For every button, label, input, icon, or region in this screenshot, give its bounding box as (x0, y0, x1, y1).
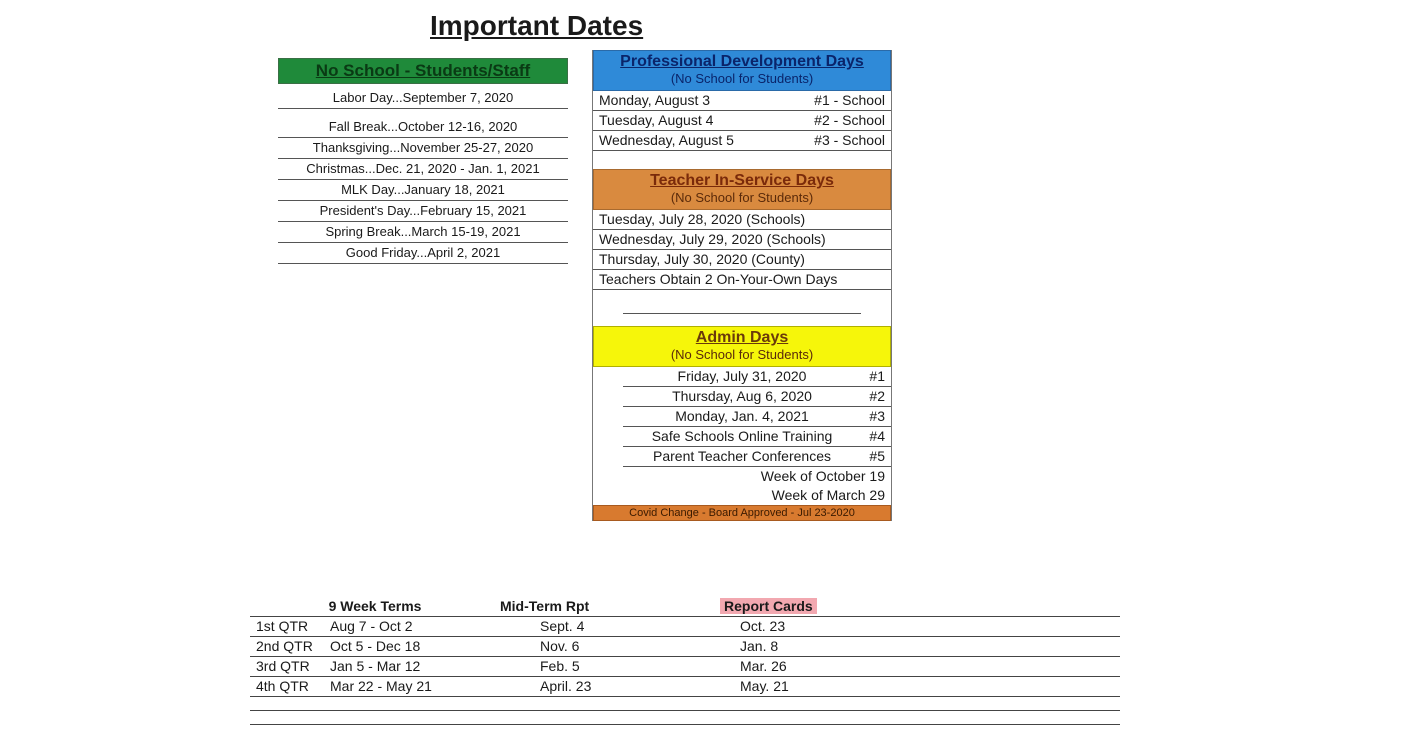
admin-week: Week of October 19 (593, 467, 891, 486)
term-qtr: 4th QTR (250, 678, 330, 694)
pd-rows: Monday, August 3 #1 - School Tuesday, Au… (593, 91, 891, 151)
term-report: Oct. 23 (740, 618, 920, 634)
terms-header: 9 Week Terms (250, 598, 500, 614)
admin-num: #2 (855, 388, 885, 404)
admin-date: Monday, Jan. 4, 2021 (629, 408, 855, 424)
inservice-title: Teacher In-Service Days (594, 172, 890, 190)
admin-date: Safe Schools Online Training (629, 428, 855, 444)
term-midterm: April. 23 (540, 678, 740, 694)
term-dates: Oct 5 - Dec 18 (330, 638, 540, 654)
pd-label: #2 - School (814, 112, 885, 128)
blank-rule (250, 710, 1120, 724)
term-report: Jan. 8 (740, 638, 920, 654)
term-midterm: Feb. 5 (540, 658, 740, 674)
no-school-item: Spring Break...March 15-19, 2021 (278, 222, 568, 243)
inservice-row: Tuesday, July 28, 2020 (Schools) (593, 210, 891, 230)
no-school-item: Good Friday...April 2, 2021 (278, 243, 568, 264)
blank-rule (250, 696, 1120, 710)
inservice-row: Wednesday, July 29, 2020 (Schools) (593, 230, 891, 250)
terms-header-row: 9 Week Terms Mid-Term Rpt Report Cards (250, 598, 1120, 616)
term-qtr: 1st QTR (250, 618, 330, 634)
blank-rule (250, 724, 1120, 725)
terms-header: Report Cards (720, 598, 920, 614)
admin-rows: Friday, July 31, 2020 #1 Thursday, Aug 6… (593, 367, 891, 467)
admin-week: Week of March 29 (593, 486, 891, 505)
pd-row: Monday, August 3 #1 - School (593, 91, 891, 111)
inservice-row: Thursday, July 30, 2020 (County) (593, 250, 891, 270)
admin-num: #5 (855, 448, 885, 464)
pd-subtitle: (No School for Students) (594, 71, 890, 86)
no-school-item: Christmas...Dec. 21, 2020 - Jan. 1, 2021 (278, 159, 568, 180)
no-school-item: President's Day...February 15, 2021 (278, 201, 568, 222)
pd-date: Tuesday, August 4 (599, 112, 713, 128)
inservice-header: Teacher In-Service Days (No School for S… (593, 169, 891, 210)
blank-rule (623, 296, 861, 314)
term-report: May. 21 (740, 678, 920, 694)
pd-label: #1 - School (814, 92, 885, 108)
right-column: Professional Development Days (No School… (592, 50, 892, 521)
admin-date: Parent Teacher Conferences (629, 448, 855, 464)
pd-date: Monday, August 3 (599, 92, 710, 108)
report-cards-header: Report Cards (720, 598, 817, 614)
terms-header: Mid-Term Rpt (500, 598, 720, 614)
term-report: Mar. 26 (740, 658, 920, 674)
no-school-header: No School - Students/Staff (278, 58, 568, 84)
admin-date: Thursday, Aug 6, 2020 (629, 388, 855, 404)
pd-header: Professional Development Days (No School… (593, 50, 891, 91)
terms-row: 3rd QTR Jan 5 - Mar 12 Feb. 5 Mar. 26 (250, 656, 1120, 676)
terms-table: 9 Week Terms Mid-Term Rpt Report Cards 1… (250, 598, 1120, 725)
term-dates: Jan 5 - Mar 12 (330, 658, 540, 674)
pd-label: #3 - School (814, 132, 885, 148)
admin-row: Friday, July 31, 2020 #1 (623, 367, 891, 387)
admin-row: Parent Teacher Conferences #5 (623, 447, 891, 467)
admin-row: Thursday, Aug 6, 2020 #2 (623, 387, 891, 407)
no-school-list: Labor Day...September 7, 2020 Fall Break… (278, 88, 568, 264)
term-dates: Aug 7 - Oct 2 (330, 618, 540, 634)
admin-row: Monday, Jan. 4, 2021 #3 (623, 407, 891, 427)
admin-num: #4 (855, 428, 885, 444)
no-school-item: Fall Break...October 12-16, 2020 (278, 117, 568, 138)
no-school-item: MLK Day...January 18, 2021 (278, 180, 568, 201)
pd-title: Professional Development Days (594, 53, 890, 71)
admin-header: Admin Days (No School for Students) (593, 326, 891, 367)
term-qtr: 2nd QTR (250, 638, 330, 654)
no-school-item: Thanksgiving...November 25-27, 2020 (278, 138, 568, 159)
page: Important Dates No School - Students/Sta… (0, 0, 1401, 754)
terms-row: 1st QTR Aug 7 - Oct 2 Sept. 4 Oct. 23 (250, 616, 1120, 636)
admin-date: Friday, July 31, 2020 (629, 368, 855, 384)
admin-row: Safe Schools Online Training #4 (623, 427, 891, 447)
inservice-subtitle: (No School for Students) (594, 190, 890, 205)
admin-num: #3 (855, 408, 885, 424)
term-dates: Mar 22 - May 21 (330, 678, 540, 694)
term-midterm: Nov. 6 (540, 638, 740, 654)
no-school-section: No School - Students/Staff Labor Day...S… (278, 58, 568, 264)
admin-title: Admin Days (594, 329, 890, 347)
pd-row: Tuesday, August 4 #2 - School (593, 111, 891, 131)
covid-note: Covid Change - Board Approved - Jul 23-2… (593, 505, 891, 521)
terms-row: 4th QTR Mar 22 - May 21 April. 23 May. 2… (250, 676, 1120, 696)
admin-subtitle: (No School for Students) (594, 347, 890, 362)
pd-date: Wednesday, August 5 (599, 132, 734, 148)
terms-row: 2nd QTR Oct 5 - Dec 18 Nov. 6 Jan. 8 (250, 636, 1120, 656)
term-qtr: 3rd QTR (250, 658, 330, 674)
term-midterm: Sept. 4 (540, 618, 740, 634)
no-school-item: Labor Day...September 7, 2020 (278, 88, 568, 109)
pd-row: Wednesday, August 5 #3 - School (593, 131, 891, 151)
inservice-rows: Tuesday, July 28, 2020 (Schools) Wednesd… (593, 210, 891, 290)
admin-num: #1 (855, 368, 885, 384)
page-title: Important Dates (430, 10, 643, 42)
inservice-row: Teachers Obtain 2 On-Your-Own Days (593, 270, 891, 290)
